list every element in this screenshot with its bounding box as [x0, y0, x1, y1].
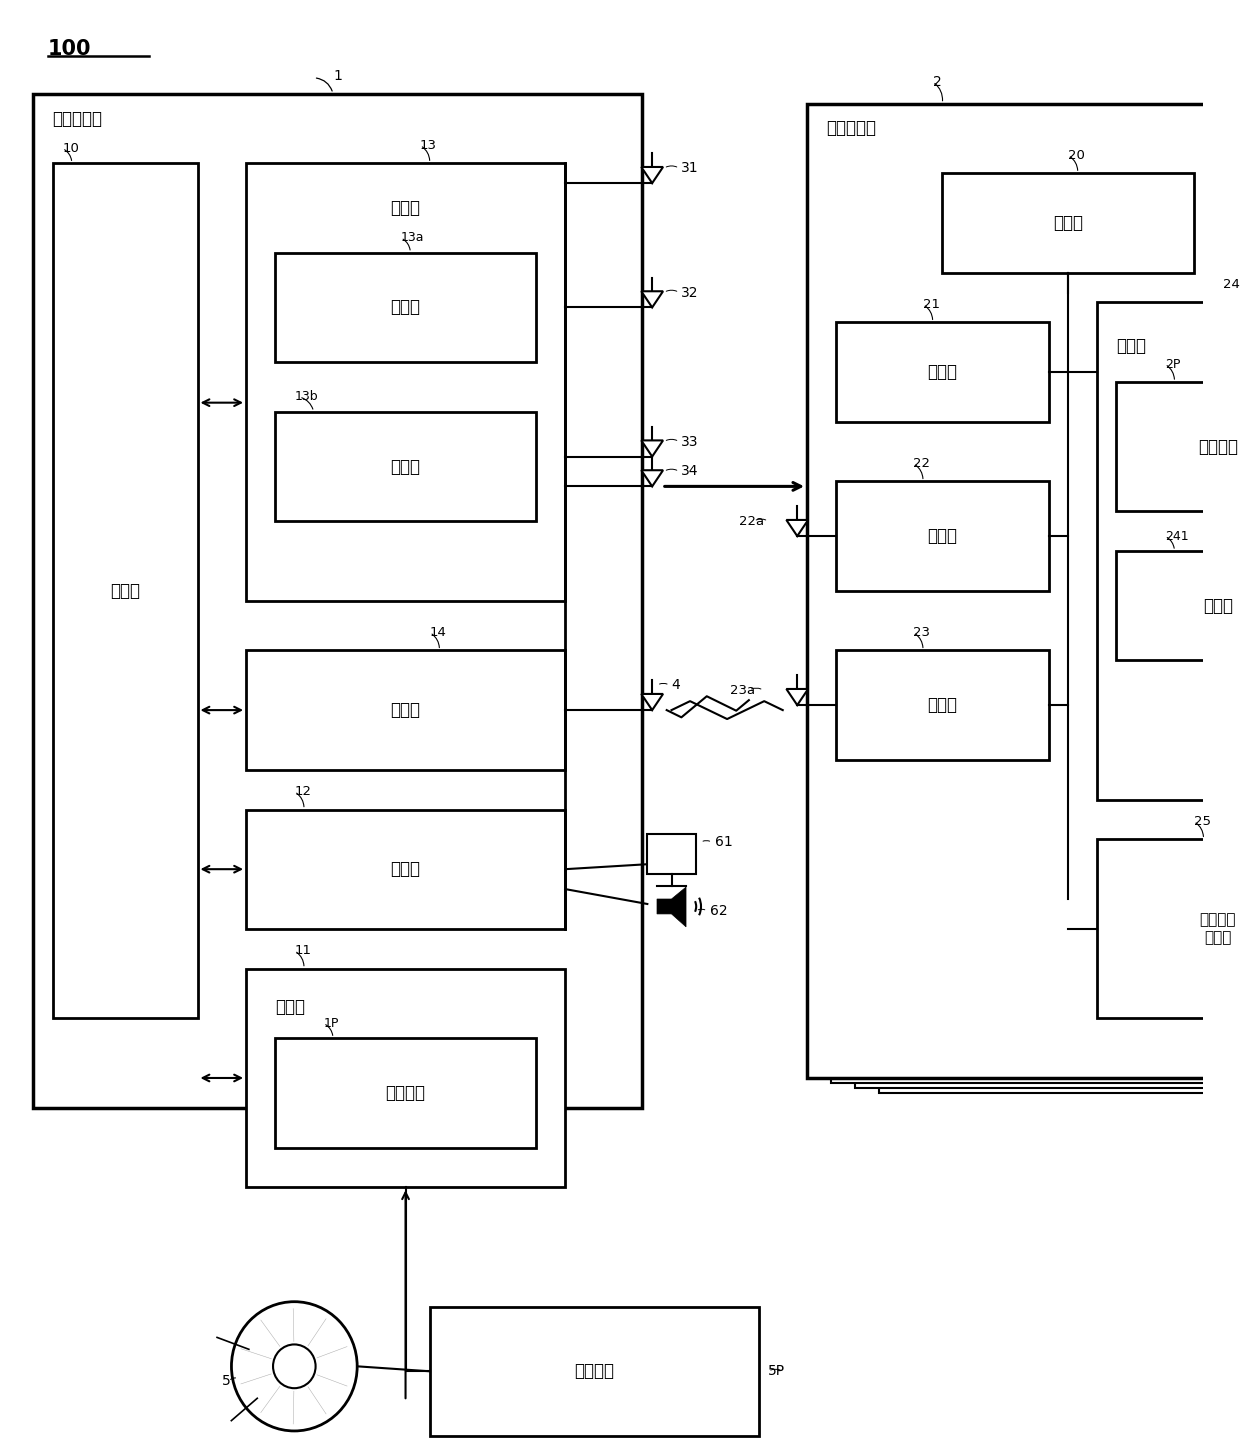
Bar — [275, 253, 536, 362]
Text: 4: 4 — [672, 678, 681, 693]
Text: 13b: 13b — [294, 390, 317, 403]
Bar — [275, 1039, 536, 1148]
Bar — [246, 650, 565, 770]
Text: 选择部: 选择部 — [391, 457, 420, 476]
Bar — [33, 93, 642, 1107]
Polygon shape — [641, 167, 663, 183]
Bar — [1116, 551, 1240, 661]
Text: 31: 31 — [681, 162, 699, 175]
Text: 切换部: 切换部 — [391, 298, 420, 316]
Text: 标识符: 标识符 — [1203, 597, 1233, 614]
Text: 14: 14 — [430, 626, 446, 639]
Polygon shape — [786, 519, 808, 535]
Text: 100: 100 — [47, 39, 92, 60]
Text: 5P: 5P — [769, 1365, 785, 1378]
Text: 24: 24 — [1223, 278, 1240, 291]
Bar — [836, 650, 1049, 760]
Text: 2: 2 — [932, 74, 941, 89]
Polygon shape — [641, 470, 663, 486]
Text: 22: 22 — [914, 457, 930, 470]
Text: 车身侧装置: 车身侧装置 — [52, 109, 103, 128]
Text: 控制程序: 控制程序 — [386, 1084, 425, 1101]
Text: 32: 32 — [681, 285, 698, 300]
Bar — [831, 128, 1240, 1083]
Text: 控制程序: 控制程序 — [574, 1362, 614, 1381]
Text: 控制程序: 控制程序 — [1198, 438, 1238, 455]
Bar — [246, 163, 565, 601]
Polygon shape — [657, 888, 686, 927]
Bar — [836, 482, 1049, 591]
Text: 5: 5 — [222, 1374, 231, 1388]
Text: 1: 1 — [334, 68, 342, 83]
Text: 2P: 2P — [1164, 358, 1180, 371]
Text: 接收部: 接收部 — [928, 527, 957, 546]
Text: 25: 25 — [1194, 815, 1210, 828]
Bar — [246, 809, 565, 928]
Text: 存储部: 存储部 — [1116, 338, 1147, 355]
Text: 10: 10 — [62, 141, 79, 154]
Polygon shape — [786, 690, 808, 706]
Bar — [942, 173, 1194, 272]
Text: 输出部: 输出部 — [391, 860, 420, 879]
Bar — [856, 153, 1240, 1088]
Text: 控制部: 控制部 — [110, 582, 140, 599]
Text: 传感器: 传感器 — [928, 364, 957, 381]
Text: 33: 33 — [681, 435, 698, 448]
Text: 轮胎侧装置: 轮胎侧装置 — [826, 119, 877, 137]
Bar — [647, 834, 696, 874]
Bar — [1097, 303, 1240, 800]
Text: 11: 11 — [294, 944, 311, 957]
Bar — [836, 323, 1049, 422]
Bar — [275, 412, 536, 521]
Text: 控制部: 控制部 — [1053, 214, 1083, 231]
Bar — [246, 969, 565, 1187]
Text: 241: 241 — [1164, 530, 1188, 543]
Bar — [52, 163, 197, 1018]
Text: 存储部: 存储部 — [275, 998, 305, 1017]
Text: 23a: 23a — [729, 684, 755, 697]
Text: 13: 13 — [420, 138, 436, 151]
Text: 1P: 1P — [324, 1017, 339, 1030]
Bar — [807, 103, 1240, 1078]
Text: 22a: 22a — [739, 515, 764, 528]
Polygon shape — [641, 694, 663, 710]
Text: 20: 20 — [1068, 148, 1085, 162]
Bar — [1097, 840, 1240, 1018]
Text: 21: 21 — [923, 298, 940, 311]
Bar — [430, 1307, 759, 1436]
Text: 61: 61 — [715, 835, 733, 850]
Text: 接收强度
测定部: 接收强度 测定部 — [1200, 912, 1236, 946]
Bar — [879, 178, 1240, 1093]
Text: 62: 62 — [711, 904, 728, 918]
Text: 13a: 13a — [401, 231, 424, 244]
Text: 12: 12 — [294, 786, 311, 799]
Polygon shape — [641, 291, 663, 307]
Polygon shape — [641, 441, 663, 457]
Text: 23: 23 — [914, 626, 930, 639]
Bar — [1116, 383, 1240, 511]
Text: 发送部: 发送部 — [391, 199, 420, 217]
Text: 34: 34 — [681, 464, 698, 479]
Text: 发送部: 发送部 — [928, 695, 957, 714]
Text: 接收部: 接收部 — [391, 701, 420, 719]
